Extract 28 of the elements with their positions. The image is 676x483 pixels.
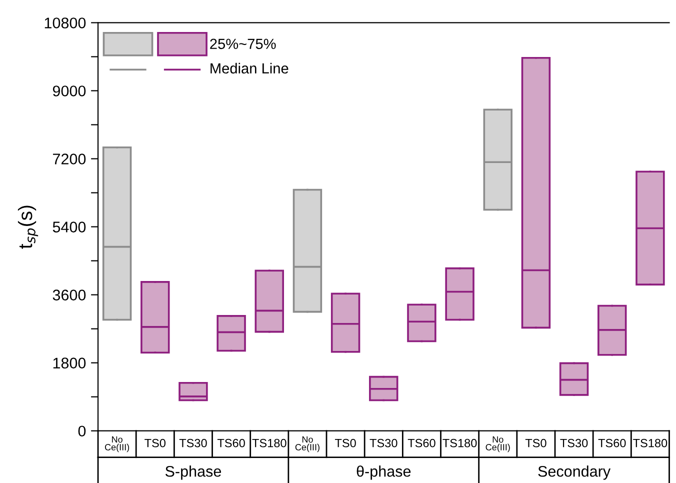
y-tick-label: 5400 — [52, 222, 86, 232]
text: θ-phase — [356, 466, 411, 480]
x-tick-label: TS60 — [408, 438, 436, 448]
x-tick-label: No Ce(III) — [486, 436, 510, 452]
text: S-phase — [165, 466, 221, 480]
y-tick-label: 9000 — [52, 86, 86, 96]
x-tick-label: No Ce(III) — [295, 436, 320, 452]
x-tick-label: No Ce(III) — [104, 436, 130, 452]
x-tick-label: TS0 — [334, 438, 356, 448]
y-tick-label: 0 — [78, 426, 86, 437]
x-tick-label: TS180 — [633, 438, 668, 448]
x-tick-label: TS30 — [560, 438, 588, 448]
y-tick-label: 7200 — [53, 154, 86, 164]
x-tick-label: TS30 — [370, 438, 398, 448]
text: Secondary — [538, 466, 611, 480]
x-tick-label: TS180 — [252, 438, 286, 448]
y-tick-label: 1800 — [53, 358, 86, 368]
y-tick-label: 3600 — [52, 290, 86, 300]
y-axis-title: t$_{sp}$(s) — [18, 206, 38, 249]
x-tick-label: TS60 — [598, 438, 626, 448]
x-tick-label: TS0 — [144, 438, 166, 448]
y-tick-label: 10800 — [44, 18, 86, 28]
x-tick-label: TS0 — [525, 438, 546, 448]
x-tick-label: TS60 — [217, 438, 245, 448]
x-tick-label: TS180 — [442, 438, 477, 448]
annotation: Median Line — [210, 62, 288, 74]
x-tick-label: TS30 — [179, 438, 207, 448]
annotation: 25%~75% — [210, 38, 276, 50]
